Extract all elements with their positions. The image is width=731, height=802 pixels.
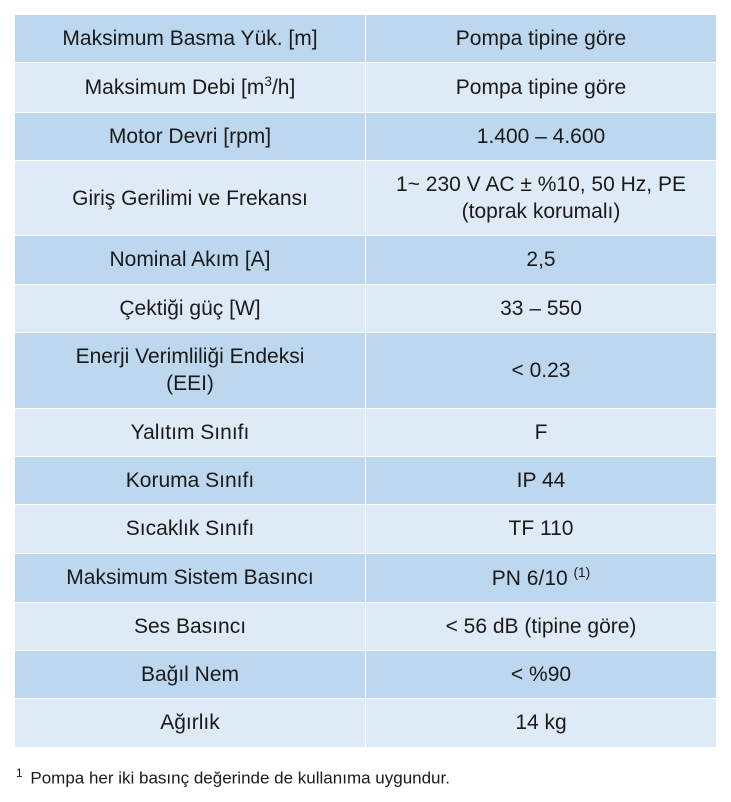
- spec-label: Nominal Akım [A]: [15, 236, 366, 284]
- table-row: Ses Basıncı < 56 dB (tipine göre): [15, 602, 717, 650]
- spec-value: 1~ 230 V AC ± %10, 50 Hz, PE(toprak koru…: [366, 160, 717, 236]
- spec-value: Pompa tipine göre: [366, 15, 717, 63]
- table-row: Koruma Sınıfı IP 44: [15, 456, 717, 504]
- spec-value: Pompa tipine göre: [366, 63, 717, 112]
- footnote-marker: 1: [16, 766, 23, 780]
- spec-value: 14 kg: [366, 699, 717, 747]
- table-row: Maksimum Sistem Basıncı PN 6/10 (1): [15, 553, 717, 602]
- spec-label: Motor Devri [rpm]: [15, 112, 366, 160]
- spec-label: Ağırlık: [15, 699, 366, 747]
- spec-label: Koruma Sınıfı: [15, 456, 366, 504]
- spec-value: PN 6/10 (1): [366, 553, 717, 602]
- spec-value: 1.400 – 4.600: [366, 112, 717, 160]
- spec-value: F: [366, 408, 717, 456]
- spec-label: Enerji Verimliliği Endeksi(EEI): [15, 333, 366, 409]
- spec-label: Maksimum Debi [m3/h]: [15, 63, 366, 112]
- spec-label: Maksimum Sistem Basıncı: [15, 553, 366, 602]
- table-row: Giriş Gerilimi ve Frekansı 1~ 230 V AC ±…: [15, 160, 717, 236]
- table-row: Maksimum Basma Yük. [m] Pompa tipine gör…: [15, 15, 717, 63]
- table-row: Nominal Akım [A] 2,5: [15, 236, 717, 284]
- spec-label: Maksimum Basma Yük. [m]: [15, 15, 366, 63]
- table-row: Yalıtım Sınıfı F: [15, 408, 717, 456]
- footnote-text: Pompa her iki basınç değerinde de kullan…: [30, 768, 450, 787]
- table-row: Maksimum Debi [m3/h] Pompa tipine göre: [15, 63, 717, 112]
- spec-value: 2,5: [366, 236, 717, 284]
- spec-value: < %90: [366, 651, 717, 699]
- spec-label: Yalıtım Sınıfı: [15, 408, 366, 456]
- table-row: Motor Devri [rpm] 1.400 – 4.600: [15, 112, 717, 160]
- spec-label: Ses Basıncı: [15, 602, 366, 650]
- spec-label: Bağıl Nem: [15, 651, 366, 699]
- table-row: Bağıl Nem < %90: [15, 651, 717, 699]
- table-row: Enerji Verimliliği Endeksi(EEI) < 0.23: [15, 333, 717, 409]
- table-row: Ağırlık 14 kg: [15, 699, 717, 747]
- spec-value: IP 44: [366, 456, 717, 504]
- spec-label: Giriş Gerilimi ve Frekansı: [15, 160, 366, 236]
- footnote: 1 Pompa her iki basınç değerinde de kull…: [14, 766, 717, 789]
- spec-value: < 56 dB (tipine göre): [366, 602, 717, 650]
- spec-value: < 0.23: [366, 333, 717, 409]
- table-row: Çektiği güç [W] 33 – 550: [15, 284, 717, 332]
- spec-value: TF 110: [366, 505, 717, 553]
- spec-label: Sıcaklık Sınıfı: [15, 505, 366, 553]
- spec-label: Çektiği güç [W]: [15, 284, 366, 332]
- table-row: Sıcaklık Sınıfı TF 110: [15, 505, 717, 553]
- spec-table: Maksimum Basma Yük. [m] Pompa tipine gör…: [14, 14, 717, 748]
- spec-value: 33 – 550: [366, 284, 717, 332]
